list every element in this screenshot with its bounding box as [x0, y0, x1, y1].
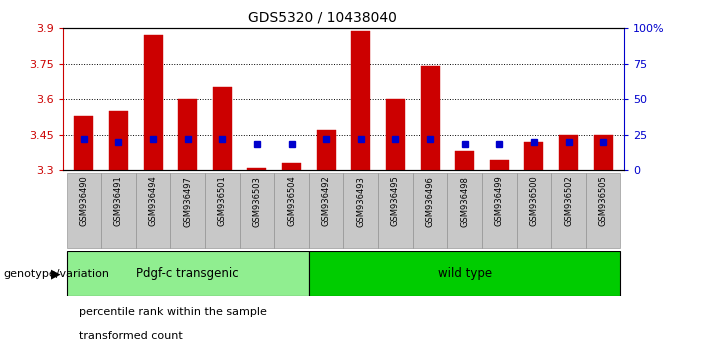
Bar [282, 163, 301, 170]
Bar [109, 111, 128, 170]
Bar [136, 173, 170, 248]
Bar [144, 35, 163, 170]
Text: ▶: ▶ [51, 268, 61, 281]
Bar [524, 142, 543, 170]
Text: GSM936491: GSM936491 [114, 176, 123, 227]
Text: GDS5320 / 10438040: GDS5320 / 10438040 [248, 11, 397, 25]
Bar [455, 151, 474, 170]
Bar [205, 173, 240, 248]
Bar [447, 173, 482, 248]
Bar [247, 167, 266, 170]
Bar [309, 173, 343, 248]
Text: GSM936494: GSM936494 [149, 176, 158, 227]
Text: GSM936493: GSM936493 [356, 176, 365, 227]
Bar [586, 173, 620, 248]
Text: GSM936504: GSM936504 [287, 176, 296, 227]
Text: transformed count: transformed count [79, 331, 182, 341]
Text: percentile rank within the sample: percentile rank within the sample [79, 307, 266, 316]
Bar [213, 87, 232, 170]
Bar [421, 66, 440, 170]
Bar [67, 251, 309, 296]
Text: wild type: wild type [437, 267, 491, 280]
Bar [240, 173, 274, 248]
Text: GSM936502: GSM936502 [564, 176, 573, 227]
Text: GSM936499: GSM936499 [495, 176, 504, 227]
Bar [517, 173, 551, 248]
Text: GSM936497: GSM936497 [183, 176, 192, 227]
Bar [351, 31, 370, 170]
Text: GSM936496: GSM936496 [426, 176, 435, 227]
Bar [170, 173, 205, 248]
Text: Pdgf-c transgenic: Pdgf-c transgenic [137, 267, 239, 280]
Text: GSM936498: GSM936498 [460, 176, 469, 227]
Text: GSM936505: GSM936505 [599, 176, 608, 227]
Text: GSM936503: GSM936503 [252, 176, 261, 227]
Text: GSM936490: GSM936490 [79, 176, 88, 227]
Bar [490, 160, 509, 170]
Bar [413, 173, 447, 248]
Text: GSM936492: GSM936492 [322, 176, 331, 227]
Bar [274, 173, 309, 248]
Bar [343, 173, 378, 248]
Bar [551, 173, 586, 248]
Text: GSM936501: GSM936501 [218, 176, 227, 227]
Bar [317, 130, 336, 170]
Bar [74, 116, 93, 170]
Bar [309, 251, 620, 296]
Bar [378, 173, 413, 248]
Text: GSM936500: GSM936500 [529, 176, 538, 227]
Bar [594, 135, 613, 170]
Bar [178, 99, 197, 170]
Text: GSM936495: GSM936495 [391, 176, 400, 227]
Bar [101, 173, 136, 248]
Text: genotype/variation: genotype/variation [4, 269, 109, 279]
Bar [559, 135, 578, 170]
Bar [482, 173, 517, 248]
Bar [386, 99, 405, 170]
Bar [67, 173, 101, 248]
